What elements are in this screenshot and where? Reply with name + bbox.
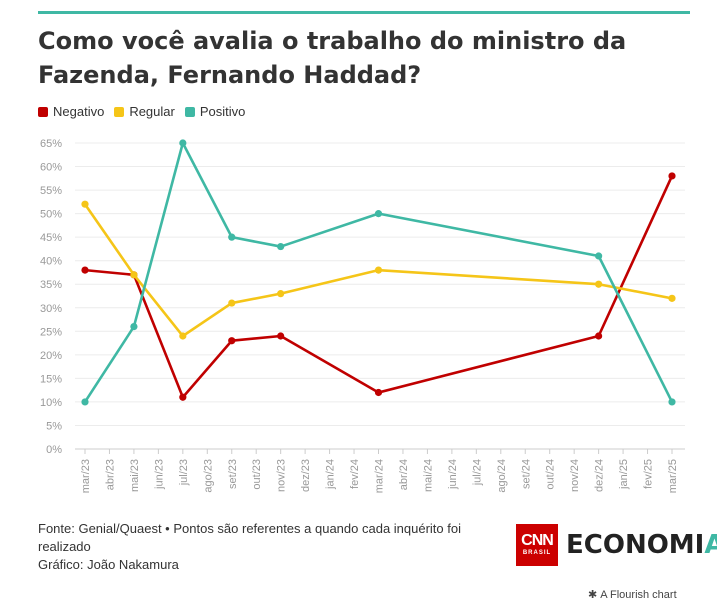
x-tick-label: out/24 [545,459,557,490]
legend-swatch [114,106,125,117]
series-line-positivo [83,141,674,403]
asterisk-icon: ✱ [588,589,598,601]
data-point-negativo [179,393,187,401]
x-tick-label: out/23 [251,459,263,490]
legend-item-negativo[interactable]: Negativo [38,104,104,119]
x-tick-label: abr/23 [104,459,116,490]
x-tick-label: mar/23 [80,459,92,493]
credit-note: Gráfico: João Nakamura [38,557,179,572]
chart-title: Como você avalia o trabalho do ministro … [38,27,627,89]
data-point-negativo [228,337,236,345]
y-tick-label: 5% [46,420,62,432]
legend-item-positivo[interactable]: Positivo [184,104,246,119]
y-tick-label: 50% [40,209,62,221]
legend-label: Negativo [53,104,105,119]
x-tick-label: abr/24 [398,459,410,490]
data-point-positivo [595,252,603,260]
legend-label: Positivo [199,104,246,119]
data-point-negativo [81,266,89,274]
economia-wordmark: ECONOMIA [566,530,717,560]
chart-footer: Fonte: Genial/Quaest • Pontos são refere… [38,520,478,574]
x-tick-label: set/23 [227,459,239,489]
cnn-economia-logo: CNN BRASIL ECONOMIA [516,524,717,566]
cnn-logo: CNN BRASIL [516,524,558,566]
x-tick-label: jun/23 [153,459,165,490]
x-tick-label: jan/24 [325,459,337,490]
x-tick-label: jan/25 [618,459,630,490]
legend-label: Regular [129,104,175,119]
y-tick-label: 10% [40,397,62,409]
data-point-regular [277,290,285,298]
y-tick-label: 15% [40,373,62,385]
x-tick-label: ago/24 [496,459,508,493]
data-point-positivo [81,398,89,406]
data-point-regular [374,266,383,274]
series-line-negativo [84,175,674,399]
x-tick-label: nov/24 [569,459,581,492]
top-accent-bar [38,11,690,14]
y-tick-label: 65% [40,138,62,150]
data-point-regular [81,200,89,208]
y-tick-label: 30% [40,303,62,315]
data-point-positivo [179,139,187,147]
data-point-positivo [277,242,285,251]
x-tick-label: nov/23 [276,459,288,492]
data-point-regular [179,332,187,340]
x-tick-label: ago/23 [202,459,214,493]
y-tick-label: 20% [40,350,62,362]
x-tick-label: fev/24 [349,459,361,489]
data-point-negativo [374,388,383,397]
y-tick-label: 55% [40,185,62,197]
data-point-regular [130,271,138,279]
data-point-positivo [374,210,383,218]
data-point-regular [228,299,236,307]
data-point-regular [595,280,603,288]
y-tick-label: 45% [40,232,62,244]
x-tick-label: jul/23 [178,459,190,486]
y-tick-label: 0% [46,444,62,456]
x-tick-label: dez/23 [300,459,312,492]
data-point-negativo [277,332,285,340]
x-tick-label: set/24 [520,459,532,489]
x-tick-label: mar/25 [667,459,679,493]
legend-swatch [184,106,195,117]
x-tick-label: dez/24 [594,459,606,492]
x-tick-label: mai/24 [422,459,434,492]
data-point-negativo [595,332,603,340]
y-tick-label: 40% [40,256,62,268]
y-tick-label: 35% [40,279,62,291]
data-point-regular [668,294,676,302]
data-point-positivo [228,233,236,241]
x-tick-label: mai/23 [129,459,141,492]
chart-legend: Negativo Regular Positivo [38,104,245,119]
source-note: Fonte: Genial/Quaest • Pontos são refere… [38,521,461,554]
x-tick-label: jul/24 [471,459,483,486]
line-chart: 0% 5% 10% 15% 20% 25% 30% 35% 40% 45% 50% 55% 60% 65%… [40,138,685,493]
x-tick-label: jun/24 [447,459,459,490]
y-tick-label: 60% [40,162,62,174]
series-line-regular [83,203,673,338]
data-point-negativo [668,172,676,180]
flourish-credit[interactable]: ✱ A Flourish chart [588,588,677,602]
x-tick-label: fev/25 [643,459,655,489]
data-point-positivo [130,323,138,331]
legend-item-regular[interactable]: Regular [114,104,175,119]
data-point-positivo [668,398,676,406]
legend-swatch [38,106,48,117]
y-tick-label: 25% [40,326,62,338]
x-tick-label: mar/24 [374,459,386,493]
